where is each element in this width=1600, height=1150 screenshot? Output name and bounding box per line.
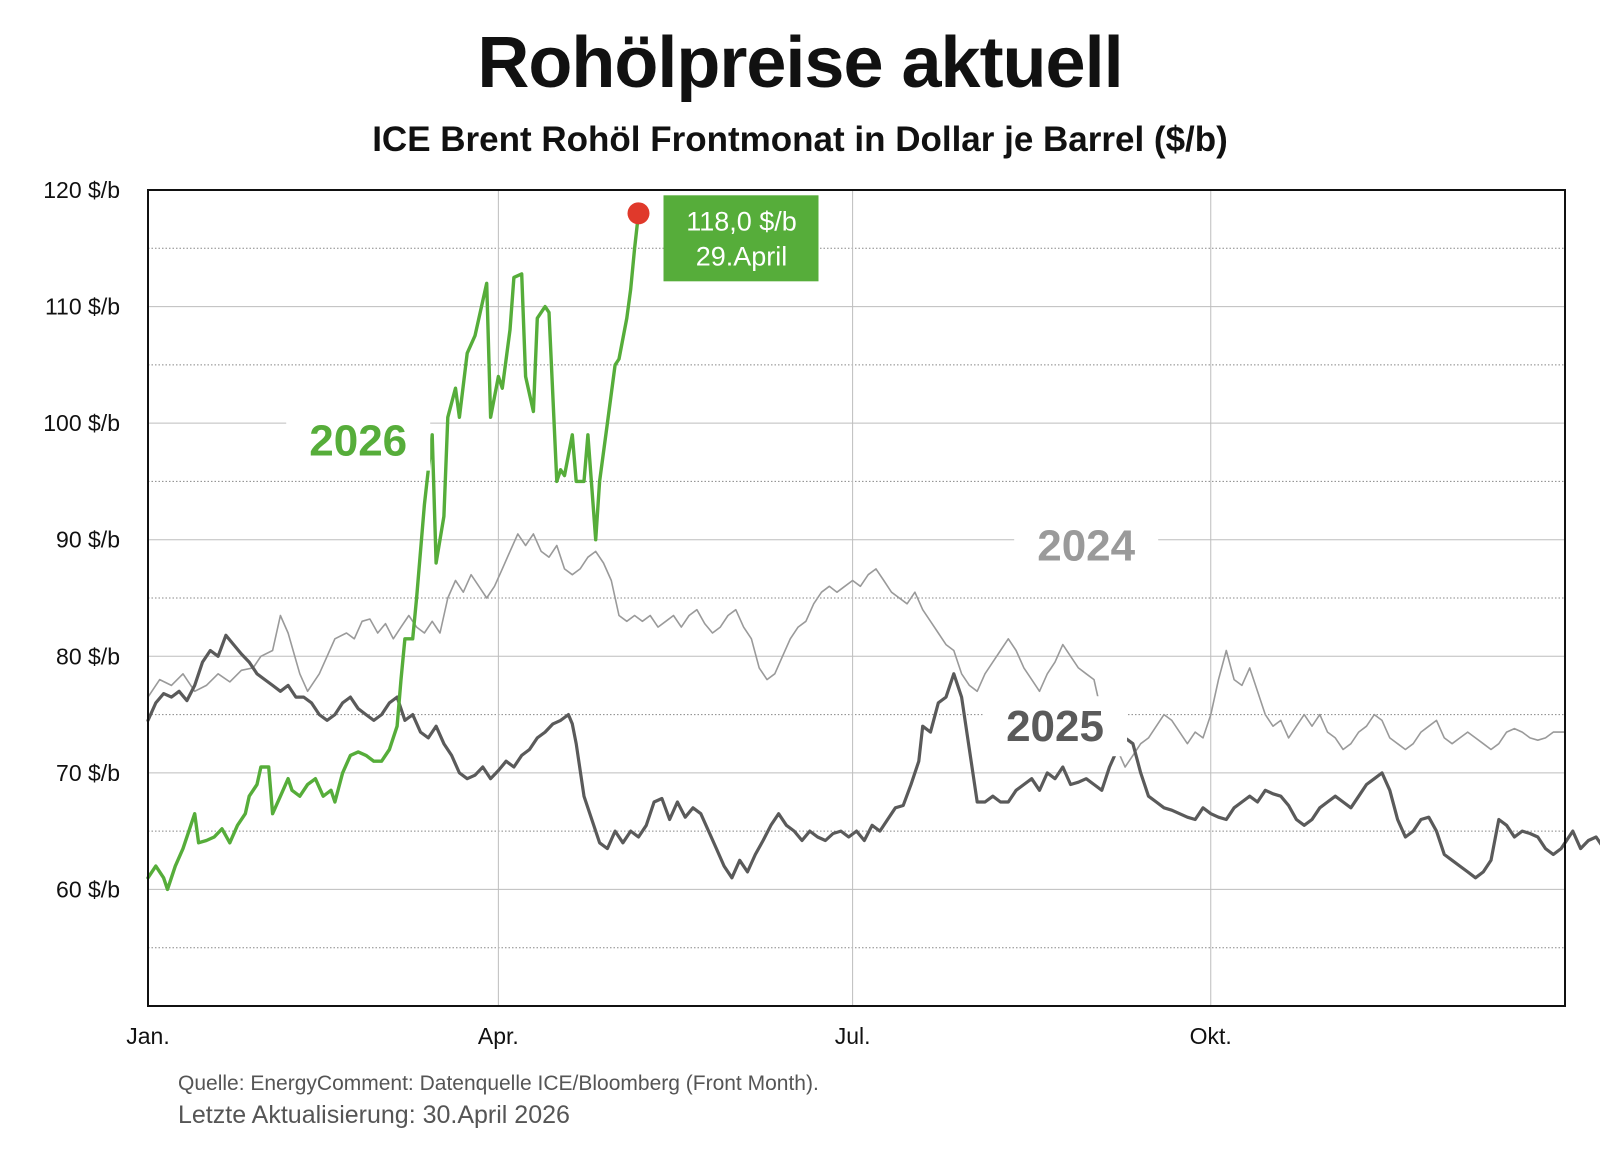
chart-title: Rohölpreise aktuell [477, 23, 1123, 103]
y-tick-label: 90 $/b [56, 527, 120, 553]
series-label-2025: 2025 [1006, 702, 1104, 751]
y-tick-label: 60 $/b [56, 876, 120, 902]
series-label-2024: 2024 [1037, 522, 1135, 571]
series-line-2026 [146, 211, 641, 892]
source-note: Quelle: EnergyComment: Datenquelle ICE/B… [178, 1072, 819, 1095]
series-line-2025 [146, 633, 1600, 880]
update-note: Letzte Aktualisierung: 30.April 2026 [178, 1101, 570, 1129]
x-tick-label: Apr. [478, 1023, 519, 1049]
latest-date-label: 29.April [696, 241, 788, 271]
latest-value-box [663, 195, 819, 282]
y-tick-label: 70 $/b [56, 760, 120, 786]
y-tick-label: 120 $/b [43, 177, 120, 203]
series-label-bg [1014, 515, 1159, 576]
label-layer: 2026 2024 2025 118,0 $/b 29.April [286, 195, 1159, 757]
series-label-bg [983, 696, 1128, 757]
series-layer [146, 211, 1600, 892]
y-tick-label: 100 $/b [43, 410, 120, 436]
grid-layer [148, 190, 1565, 1006]
latest-value-marker [627, 202, 650, 225]
plot-frame [147, 189, 1566, 1007]
series-label-2026: 2026 [309, 417, 407, 466]
x-tick-label: Jul. [835, 1023, 871, 1049]
axis-layer: 60 $/b 70 $/b 80 $/b 90 $/b 100 $/b 110 $/b 12… [43, 177, 1566, 1049]
series-label-bg [286, 410, 431, 471]
x-tick-label: Jan. [126, 1023, 169, 1049]
y-tick-label: 110 $/b [45, 294, 120, 320]
x-tick-label: Okt. [1190, 1023, 1232, 1049]
series-line-2024 [147, 533, 1566, 768]
latest-value-label: 118,0 $/b [686, 206, 797, 236]
y-tick-label: 80 $/b [56, 643, 120, 669]
chart-subtitle: ICE Brent Rohöl Frontmonat in Dollar je … [372, 120, 1228, 159]
